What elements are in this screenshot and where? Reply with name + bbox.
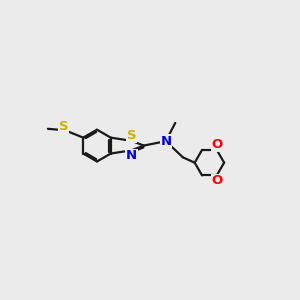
Text: N: N — [160, 135, 171, 148]
Text: O: O — [212, 138, 223, 151]
Text: S: S — [59, 120, 68, 133]
Text: S: S — [127, 129, 136, 142]
Text: O: O — [212, 174, 223, 187]
Text: N: N — [126, 149, 137, 162]
